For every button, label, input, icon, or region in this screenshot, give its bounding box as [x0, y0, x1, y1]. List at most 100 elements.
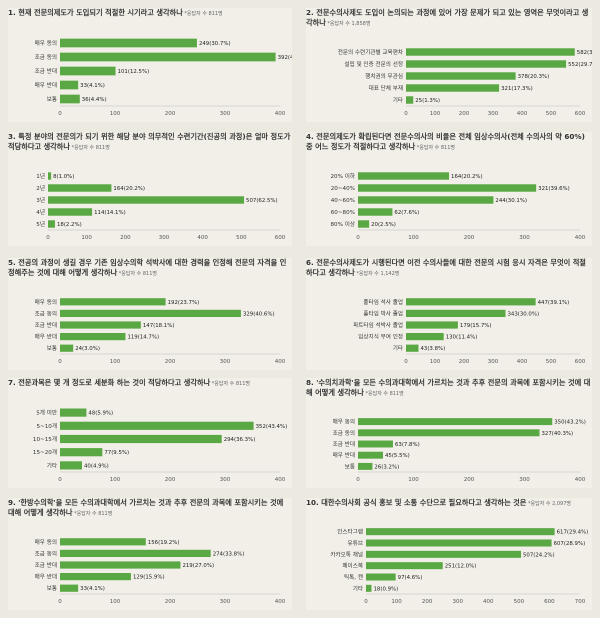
x-tick-label: 300 — [519, 477, 530, 483]
chart-title: 3. 특정 분야의 전문의가 되기 위한 해당 분야 의무적인 수련기간(진공의… — [8, 132, 292, 153]
data-label: 63(7.8%) — [395, 442, 420, 448]
bar — [60, 461, 82, 470]
data-label: 249(30.7%) — [199, 41, 231, 47]
data-label: 43(3.8%) — [420, 346, 445, 352]
data-label: 552(29.7%) — [568, 62, 592, 68]
x-tick-label: 100 — [81, 235, 92, 241]
x-tick-label: 0 — [404, 111, 408, 117]
x-tick-label: 500 — [546, 111, 557, 117]
question-text: 8. '수의치과학'을 모든 수의과대학에서 가르치는 것과 추후 전문의 과목… — [306, 378, 591, 397]
category-label: 보통 — [47, 585, 57, 592]
category-label: 조금 동의 — [333, 430, 355, 437]
chart-title: 2. 전문수의사제도 도입이 논의되는 과정에 있어 가장 문제가 되고 있는 … — [306, 8, 592, 29]
bar — [406, 344, 419, 352]
x-tick-label: 100 — [430, 111, 441, 117]
category-label: 조금 동의 — [35, 54, 57, 61]
bar — [358, 440, 393, 448]
x-tick-label: 400 — [575, 235, 586, 241]
chart-panel-q4: 4. 전문의제도가 확립된다면 전문수의사의 비율은 전체 임상수의사(전체 수… — [306, 132, 592, 246]
x-tick-label: 400 — [275, 111, 286, 117]
bar-chart: 0 100 200 300 400 500 600 전문의 수련기관별 교육편차 582(31.… — [338, 48, 592, 117]
data-label: 114(14.1%) — [94, 210, 126, 216]
data-label: 343(30.0%) — [507, 311, 539, 317]
x-tick-label: 300 — [488, 359, 499, 365]
bar — [60, 421, 254, 430]
data-label: 77(9.5%) — [104, 450, 129, 456]
category-label: 기타 — [47, 461, 57, 469]
bar — [60, 52, 276, 62]
data-label: 48(5.9%) — [88, 411, 113, 417]
x-tick-label: 400 — [275, 599, 286, 605]
chart-panel-q9: 9. '한방수의학'을 모든 수의과대학에서 가르치는 것과 추후 전문의 과목… — [8, 498, 292, 610]
category-label: 2년 — [36, 184, 45, 192]
category-label: 3년 — [36, 196, 45, 204]
data-label: 129(15.9%) — [133, 575, 165, 581]
x-tick-label: 400 — [517, 111, 528, 117]
data-label: 20(2.5%) — [371, 222, 396, 228]
x-tick-label: 300 — [220, 359, 231, 365]
bar — [406, 84, 500, 92]
data-label: 607(28.9%) — [554, 541, 586, 547]
category-label: 60~80% — [331, 210, 355, 216]
chart-title: 8. '수의치과학'을 모든 수의과대학에서 가르치는 것과 추후 전문의 과목… — [306, 378, 592, 399]
respondent-note: *응답자 수 1,858명 — [325, 20, 371, 27]
category-label: 매우 동의 — [35, 298, 57, 306]
bar — [60, 321, 141, 329]
data-label: 179(15.7%) — [460, 323, 492, 329]
respondent-note: *응답자 수 811명 — [210, 381, 250, 387]
bar — [406, 309, 506, 317]
data-label: 33(4.1%) — [80, 586, 105, 592]
category-label: 5년 — [36, 220, 45, 228]
x-tick-label: 200 — [422, 599, 433, 605]
category-label: 조금 반대 — [333, 440, 355, 448]
bar — [406, 48, 575, 56]
data-label: 40(4.9%) — [84, 463, 109, 469]
category-label: 매우 반대 — [35, 81, 57, 89]
category-label: 행치권의 무관심 — [365, 72, 403, 80]
category-label: 15~20개 — [33, 448, 57, 456]
bar — [60, 344, 74, 352]
x-tick-label: 100 — [110, 599, 121, 605]
data-label: 101(12.5%) — [118, 69, 150, 75]
chart-panel-q7: 7. 전문과목은 몇 개 정도로 세분화 하는 것이 적당하다고 생각하나 *응… — [8, 378, 292, 488]
category-label: 10~15개 — [33, 435, 57, 443]
x-tick-label: 200 — [165, 599, 176, 605]
x-tick-label: 200 — [165, 477, 176, 483]
bar — [60, 584, 79, 592]
respondent-note: *응답자 수 811명 — [70, 144, 110, 151]
x-tick-label: 100 — [110, 359, 121, 365]
data-label: 321(17.3%) — [501, 86, 533, 92]
x-tick-label: 100 — [110, 477, 121, 483]
x-tick-label: 600 — [275, 235, 286, 241]
chart-panel-q6: 6. 전문수의사제도가 시행된다면 이전 수의사들에 대한 전문의 시험 응시 … — [306, 258, 592, 370]
bar-chart: 0 100 200 300 400 매우 동의 350(43.2%) 조금 동의 327(40.… — [333, 418, 586, 483]
x-tick-label: 400 — [275, 477, 286, 483]
data-label: 350(43.2%) — [554, 420, 586, 426]
category-label: 기타 — [353, 584, 363, 592]
question-text: 9. '한방수의학'을 모든 수의과대학에서 가르치는 것과 추후 전문의 과목… — [8, 498, 284, 517]
data-label: 33(4.1%) — [80, 83, 105, 89]
bar — [48, 196, 245, 204]
category-label: 보통 — [47, 96, 57, 103]
x-tick-label: 0 — [58, 111, 62, 117]
chart-panel-q1: 1. 현재 전문의제도가 도입되기 적절한 시기라고 생각하나 *응답자 수 8… — [8, 8, 292, 122]
data-label: 18(2.2%) — [57, 222, 82, 228]
data-label: 45(5.5%) — [385, 453, 410, 459]
chart-panel-q8: 8. '수의치과학'을 모든 수의과대학에서 가르치는 것과 추후 전문의 과목… — [306, 378, 592, 488]
chart-panel-q5: 5. 전공의 과정이 생길 경우 기존 임상수의학 석박사에 대한 경력을 인정… — [8, 258, 292, 370]
data-label: 156(19.2%) — [148, 540, 180, 546]
bar — [60, 333, 126, 341]
data-label: 97(4.6%) — [398, 575, 423, 581]
bar — [406, 60, 567, 68]
category-label: 기타 — [393, 344, 403, 352]
x-tick-label: 0 — [356, 477, 360, 483]
chart-title: 4. 전문의제도가 확립된다면 전문수의사의 비율은 전체 임상수의사(전체 수… — [306, 132, 592, 153]
question-text: 10. 대한수의사회 공식 홍보 및 소통 수단으로 필요하다고 생각하는 것은 — [306, 498, 527, 507]
bar — [358, 196, 494, 204]
category-label: 페이스북 — [342, 562, 363, 570]
category-label: 설립 및 인증 전문의 선정 — [344, 60, 403, 68]
category-label: 풀타임 석사 졸업 — [363, 298, 403, 306]
x-tick-label: 600 — [575, 359, 586, 365]
chart-panel-q10: 10. 대한수의사회 공식 홍보 및 소통 수단으로 필요하다고 생각하는 것은… — [306, 498, 592, 610]
